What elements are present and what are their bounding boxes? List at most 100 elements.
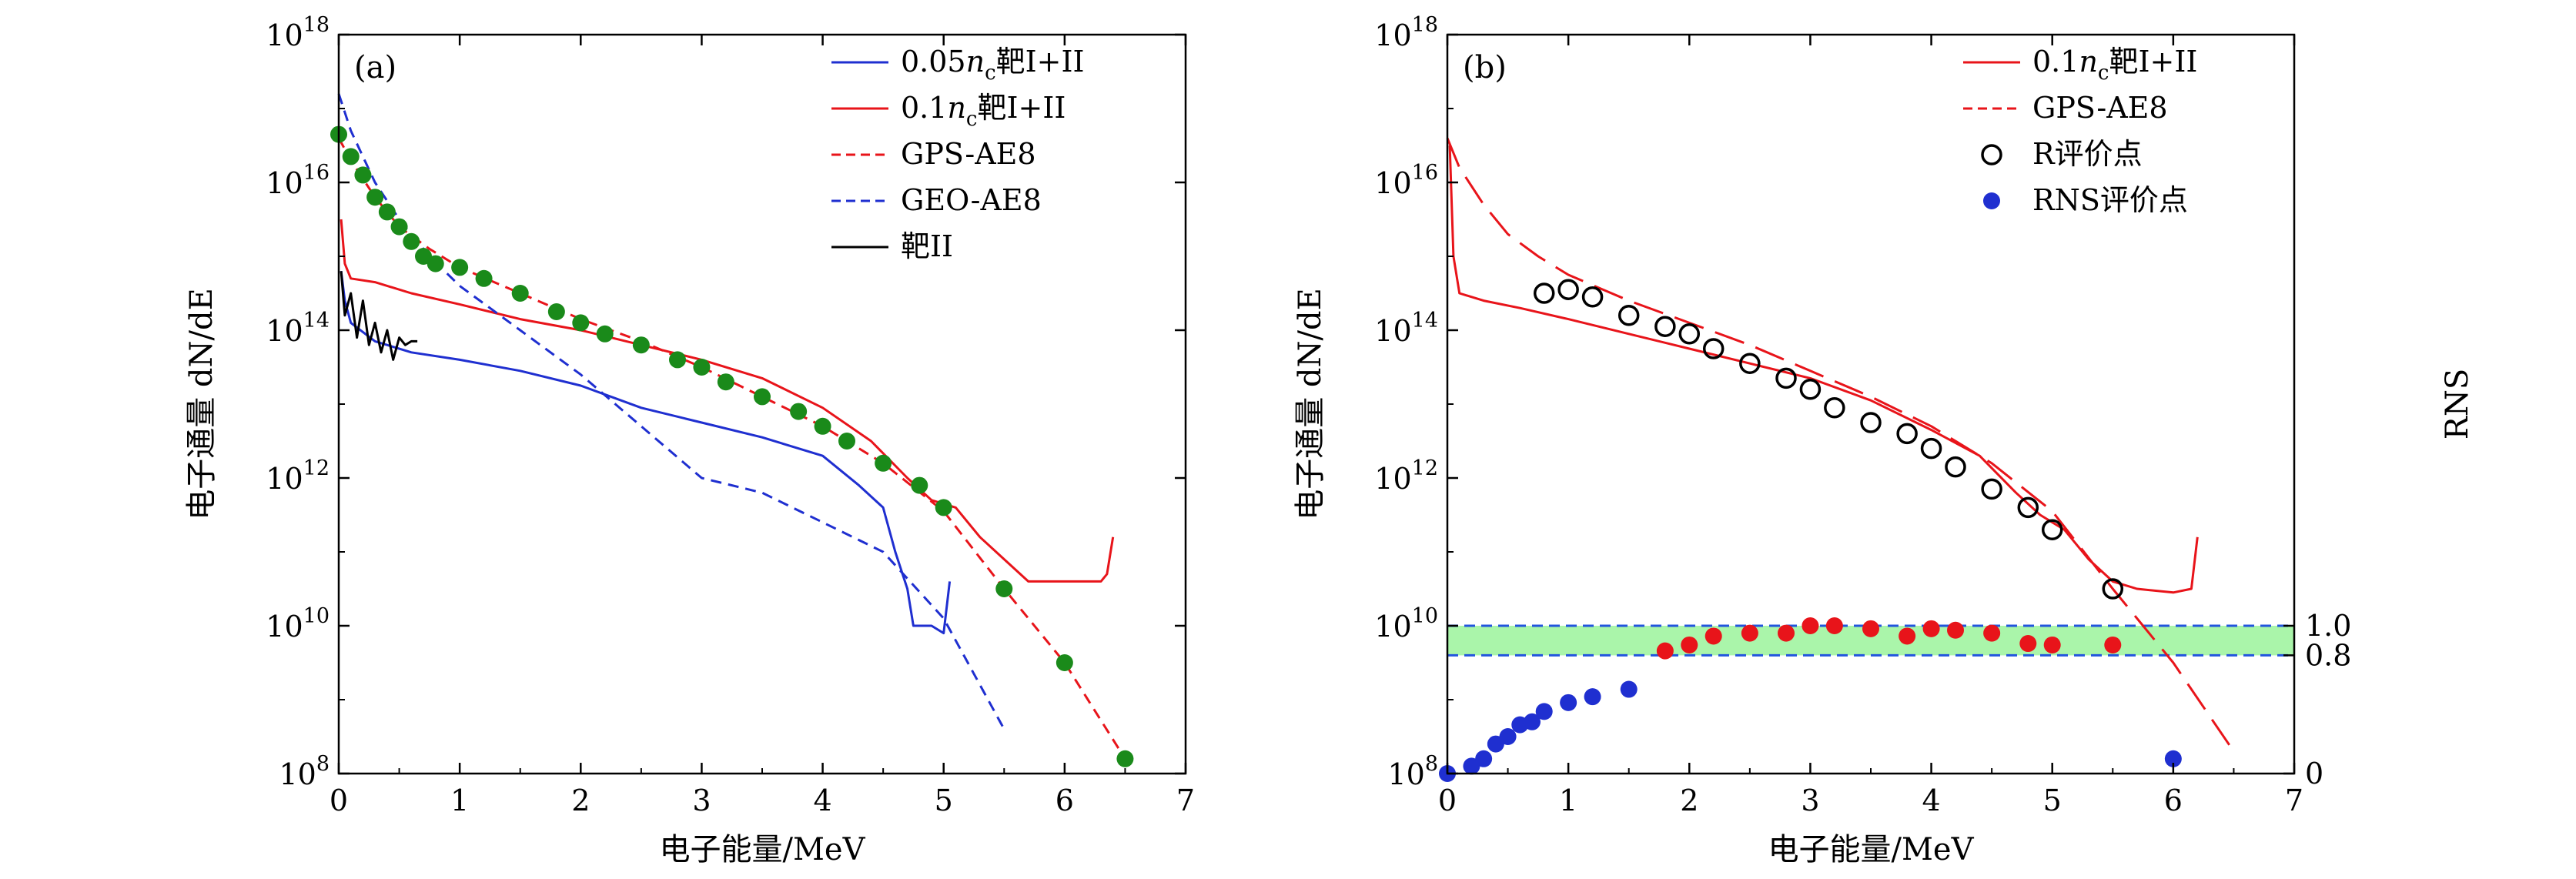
legend-text-main: 0.1 [2032,45,2079,79]
legend-text-main: GEO-AE8 [901,183,1042,217]
data-point [1581,286,1604,308]
y-tick-base: 10 [266,314,303,348]
x-tick-label: 4 [1922,784,1940,817]
data-point [1862,620,1879,637]
data-point [1983,624,2001,642]
y-tick-label: 1010 [266,604,330,643]
y-tick-exp: 8 [1425,752,1438,776]
legend-label: GPS-AE8 [2032,91,2168,125]
legend-text-sub: c [2098,62,2109,85]
data-point [1947,621,1964,639]
x-tick-label: 1 [1559,784,1577,817]
data-point [2017,496,2039,519]
data-point [1463,757,1480,775]
y-tick-label: 1012 [1374,456,1438,496]
data-point [2043,636,2061,653]
data-point [1739,353,1761,374]
y-axis-title: 电子通量 dN/dE [184,288,219,520]
x-tick-label: 5 [2043,784,2062,817]
data-point [693,359,711,376]
data-point [1922,620,1940,637]
x-tick-label: 4 [813,784,831,817]
data-point [1654,316,1676,337]
legend-label: 靶II [901,229,953,263]
data-point [1620,680,1638,698]
y-tick-base: 10 [1374,462,1411,496]
data-point [415,248,432,265]
data-point [1524,713,1541,730]
data-point [1560,694,1577,711]
x-tick-label: 6 [1055,784,1074,817]
legend-text-main: R评价点 [2032,137,2143,171]
data-point [1896,423,1918,445]
data-point [2102,578,2124,600]
legend-text-italic: n [947,91,965,125]
data-point [1802,617,1819,634]
data-point [2164,750,2182,767]
x-tick-label: 7 [2285,784,2303,817]
data-point [1775,367,1797,389]
y2-axis-title: RNS [2440,369,2475,440]
data-point [1945,456,1966,478]
data-point [475,269,493,287]
data-point [451,259,469,276]
y-tick-exp: 16 [303,161,330,185]
data-point [814,417,831,435]
legend-text-rest: 靶I+II [2109,45,2197,79]
y-tick-label: 1016 [266,161,330,200]
legend-label: R评价点 [2032,137,2143,171]
data-point [911,476,928,494]
series-line-1 [1446,137,2235,753]
data-point [547,303,565,320]
y2-tick-label: 0.8 [2305,638,2351,672]
y-tick-label: 1014 [266,309,330,348]
y-tick-exp: 14 [1412,309,1438,333]
legend-label: 0.1nc靶I+II [2032,45,2197,85]
y-tick-label: 1014 [1374,309,1438,348]
data-point [2104,636,2122,653]
series-line-4 [340,271,418,361]
x-tick-label: 0 [1438,784,1457,817]
y-axis-title: 电子通量 dN/dE [1293,288,1328,520]
y2-tick-label: 1.0 [2305,609,2351,643]
legend-label: 0.05nc靶I+II [901,45,1085,85]
series-line-0 [340,271,952,635]
y-tick-base: 10 [1374,314,1411,348]
y2-tick-label: 0 [2305,757,2323,790]
legend-text-rest: 靶I+II [977,91,1066,125]
y-tick-base: 10 [1374,166,1411,200]
data-point [1825,617,1843,634]
legend-text-main: 靶II [901,229,953,263]
legend-label: RNS评价点 [2032,183,2188,217]
data-point [1678,323,1701,345]
data-point [669,351,686,369]
legend-text-main: GPS-AE8 [2032,91,2168,125]
data-point [1584,688,1601,706]
data-point [403,232,420,250]
legend-text-main: 0.1 [901,91,947,125]
data-point [995,580,1013,597]
y-tick-label: 108 [1387,752,1438,791]
data-point [1487,735,1504,753]
x-tick-label: 3 [1801,784,1819,817]
legend-text-italic: n [2079,45,2097,79]
y-tick-base: 10 [1374,18,1411,52]
y-tick-exp: 12 [303,456,330,480]
panel-b-chart: 0 1 2 3 4 5 6 71081010101210141016101800.81.0RN… [1293,13,2475,867]
y-tick-base: 10 [1387,757,1424,791]
data-point [342,148,360,165]
y-tick-base: 10 [266,610,303,643]
series-line-1 [340,219,1115,583]
legend-marker [1983,192,2000,209]
y-tick-exp: 8 [316,752,330,776]
legend-label: 0.1nc靶I+II [901,91,1066,131]
data-point [935,499,952,516]
data-point [1702,338,1725,359]
data-point [511,285,529,302]
data-point [1778,624,1795,642]
x-tick-label: 2 [1680,784,1698,817]
y-tick-base: 10 [266,462,303,496]
data-point [354,166,372,184]
data-point [1860,412,1882,433]
